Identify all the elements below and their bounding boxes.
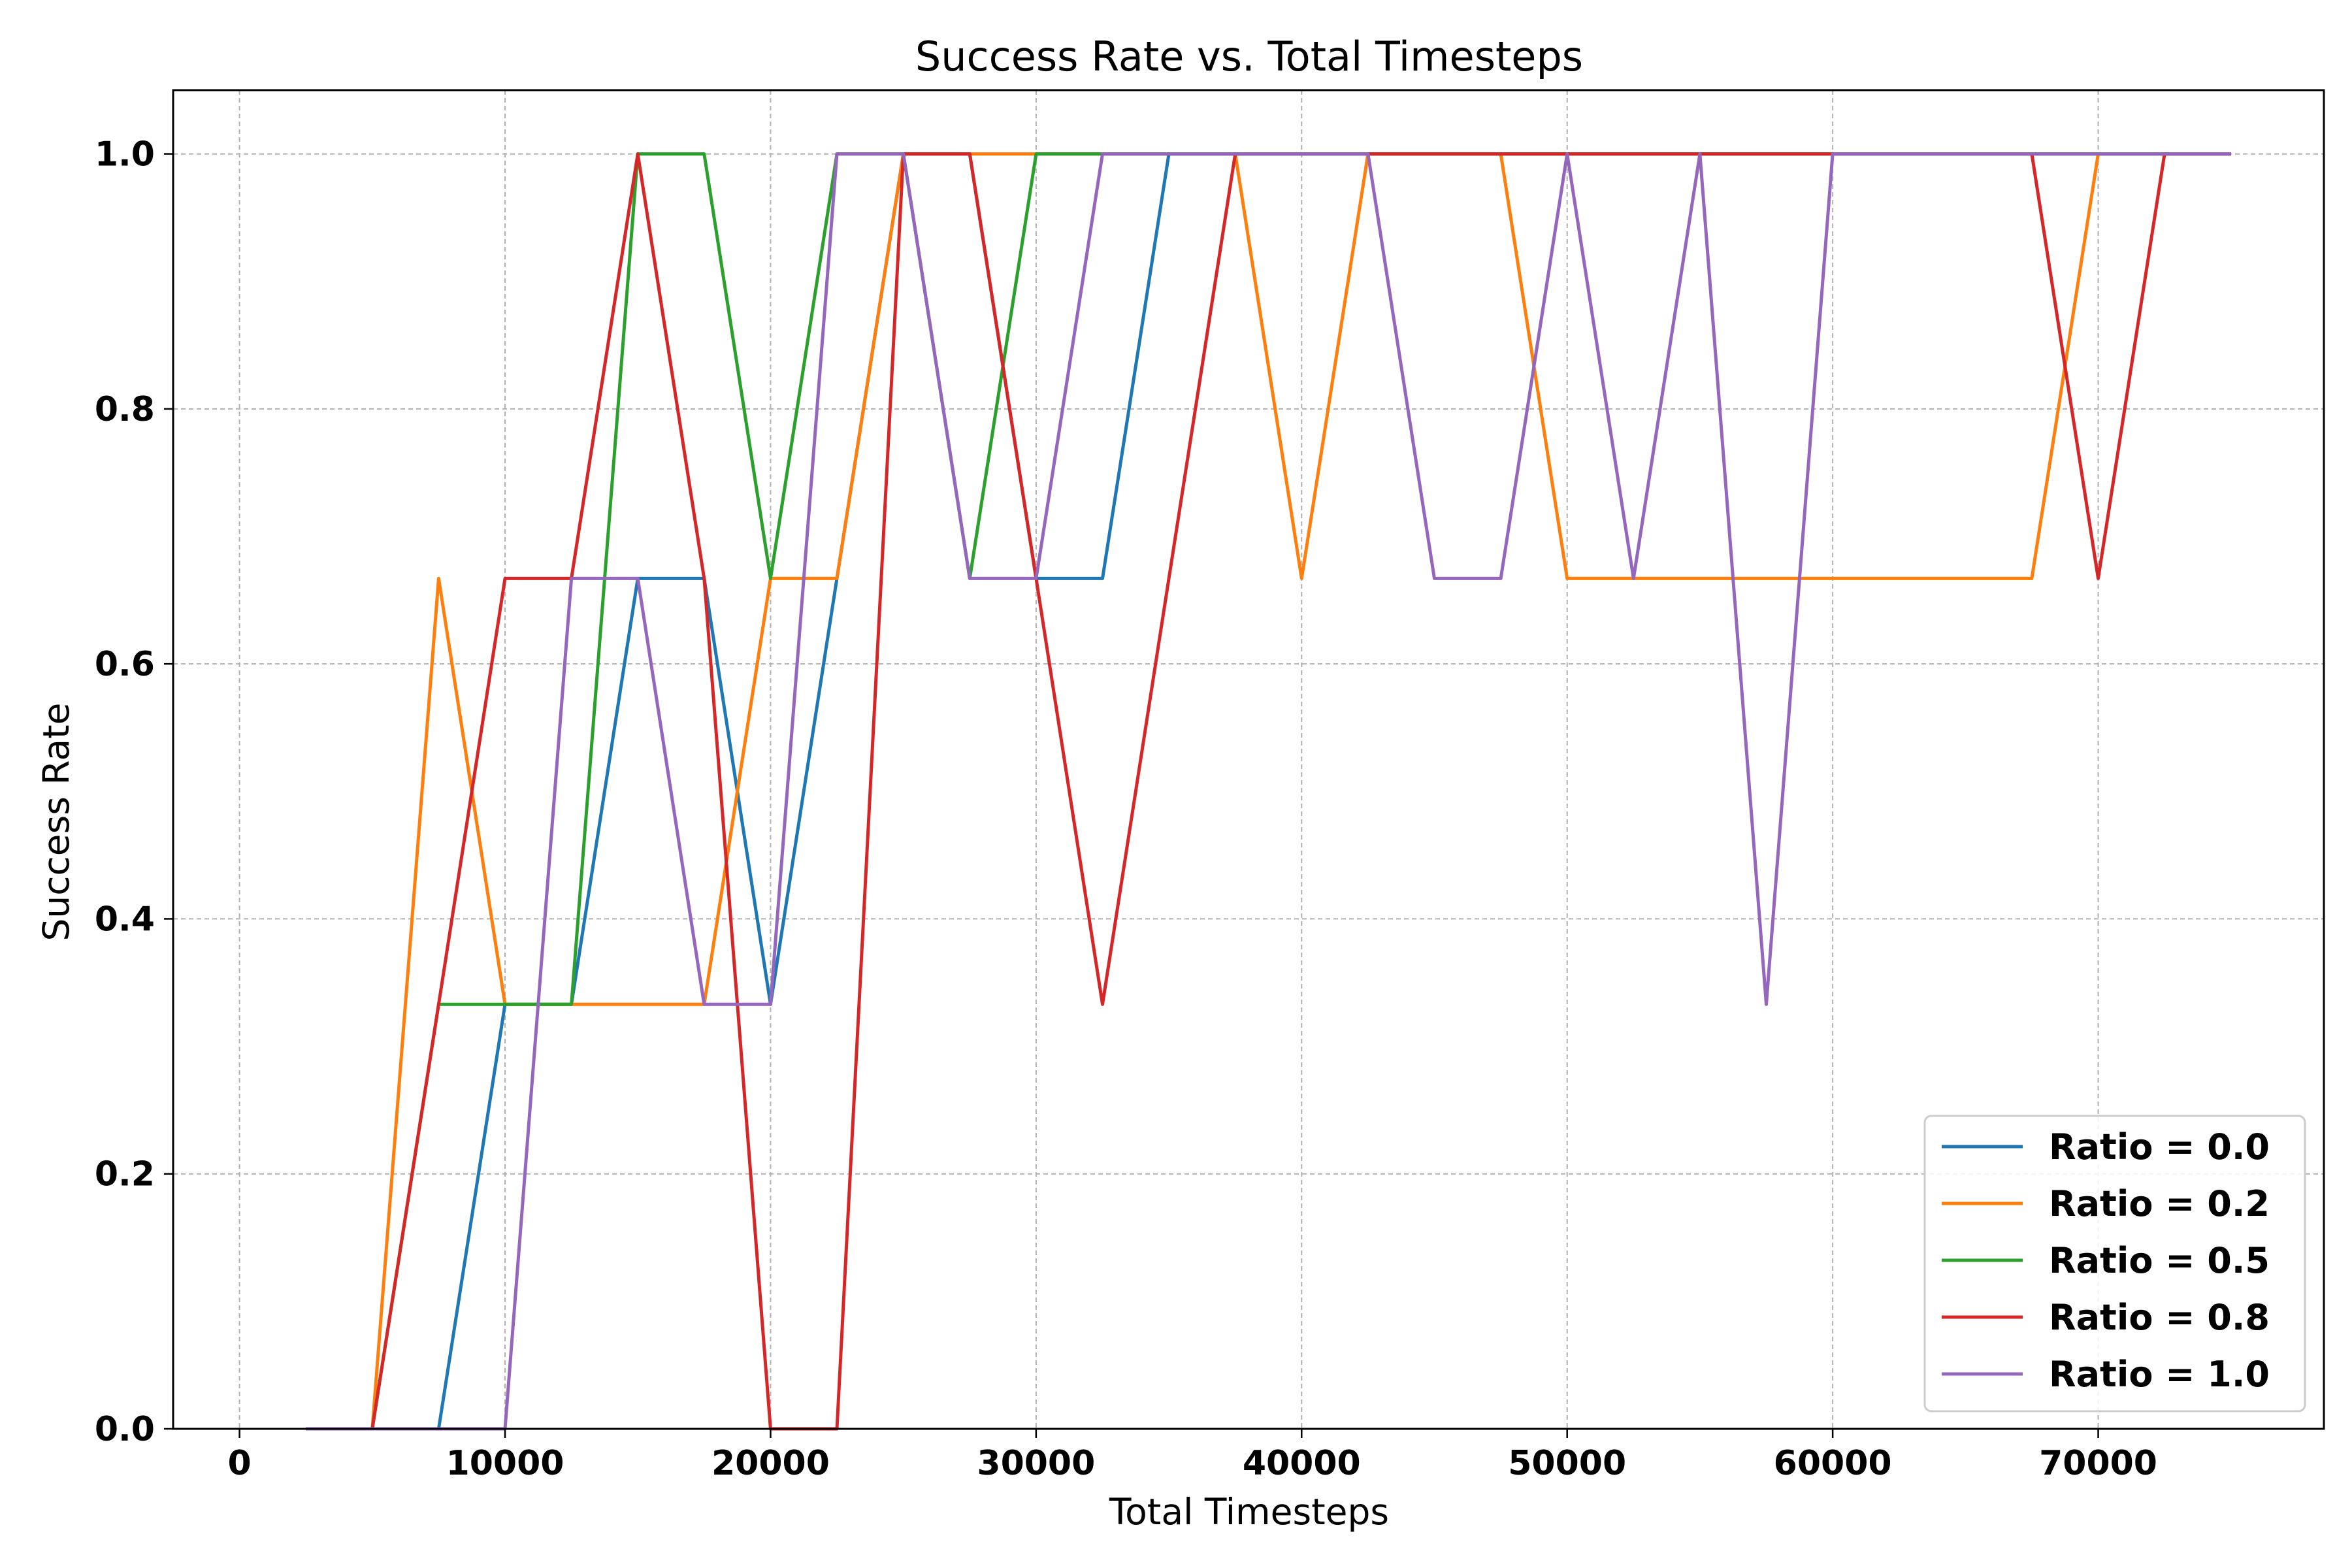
legend-label-3: Ratio = 0.5	[2049, 1240, 2270, 1281]
y-tick-label: 0.0	[95, 1410, 155, 1449]
y-tick-label: 1.0	[95, 135, 155, 174]
y-axis-label: Success Rate	[35, 703, 77, 941]
x-tick-label: 10000	[446, 1444, 564, 1483]
series-lines	[306, 152, 2231, 1431]
x-axis-label: Total Timesteps	[1109, 1491, 1389, 1533]
plot-frame	[172, 89, 2325, 1430]
chart-title: Success Rate vs. Total Timesteps	[915, 33, 1583, 80]
y-tick-label: 0.4	[95, 900, 155, 939]
legend-box	[1923, 1115, 2306, 1413]
series-line-5	[306, 152, 2231, 1431]
x-tick-label: 20000	[711, 1444, 830, 1483]
x-tick-label: 60000	[1774, 1444, 1892, 1483]
y-tick-label: 0.6	[95, 645, 155, 684]
x-tick-label: 70000	[2039, 1444, 2157, 1483]
legend-label-2: Ratio = 0.2	[2049, 1183, 2270, 1224]
legend: Ratio = 0.0 Ratio = 0.2 Ratio = 0.5 Ratio =…	[1923, 1115, 2306, 1413]
legend-label-1: Ratio = 0.0	[2049, 1126, 2270, 1168]
y-tick-label: 0.2	[95, 1155, 155, 1194]
axis-ticks: 0 10000 20000 30000 40000 50000 60000 70000 0.0 0…	[95, 135, 2157, 1483]
legend-label-5: Ratio = 1.0	[2049, 1354, 2270, 1395]
legend-label-4: Ratio = 0.8	[2049, 1297, 2270, 1338]
series-line-2	[306, 152, 2231, 1431]
x-tick-label: 40000	[1243, 1444, 1361, 1483]
x-tick-label: 0	[228, 1444, 252, 1483]
x-tick-label: 50000	[1508, 1444, 1626, 1483]
y-tick-label: 0.8	[95, 390, 155, 429]
x-tick-label: 30000	[977, 1444, 1095, 1483]
